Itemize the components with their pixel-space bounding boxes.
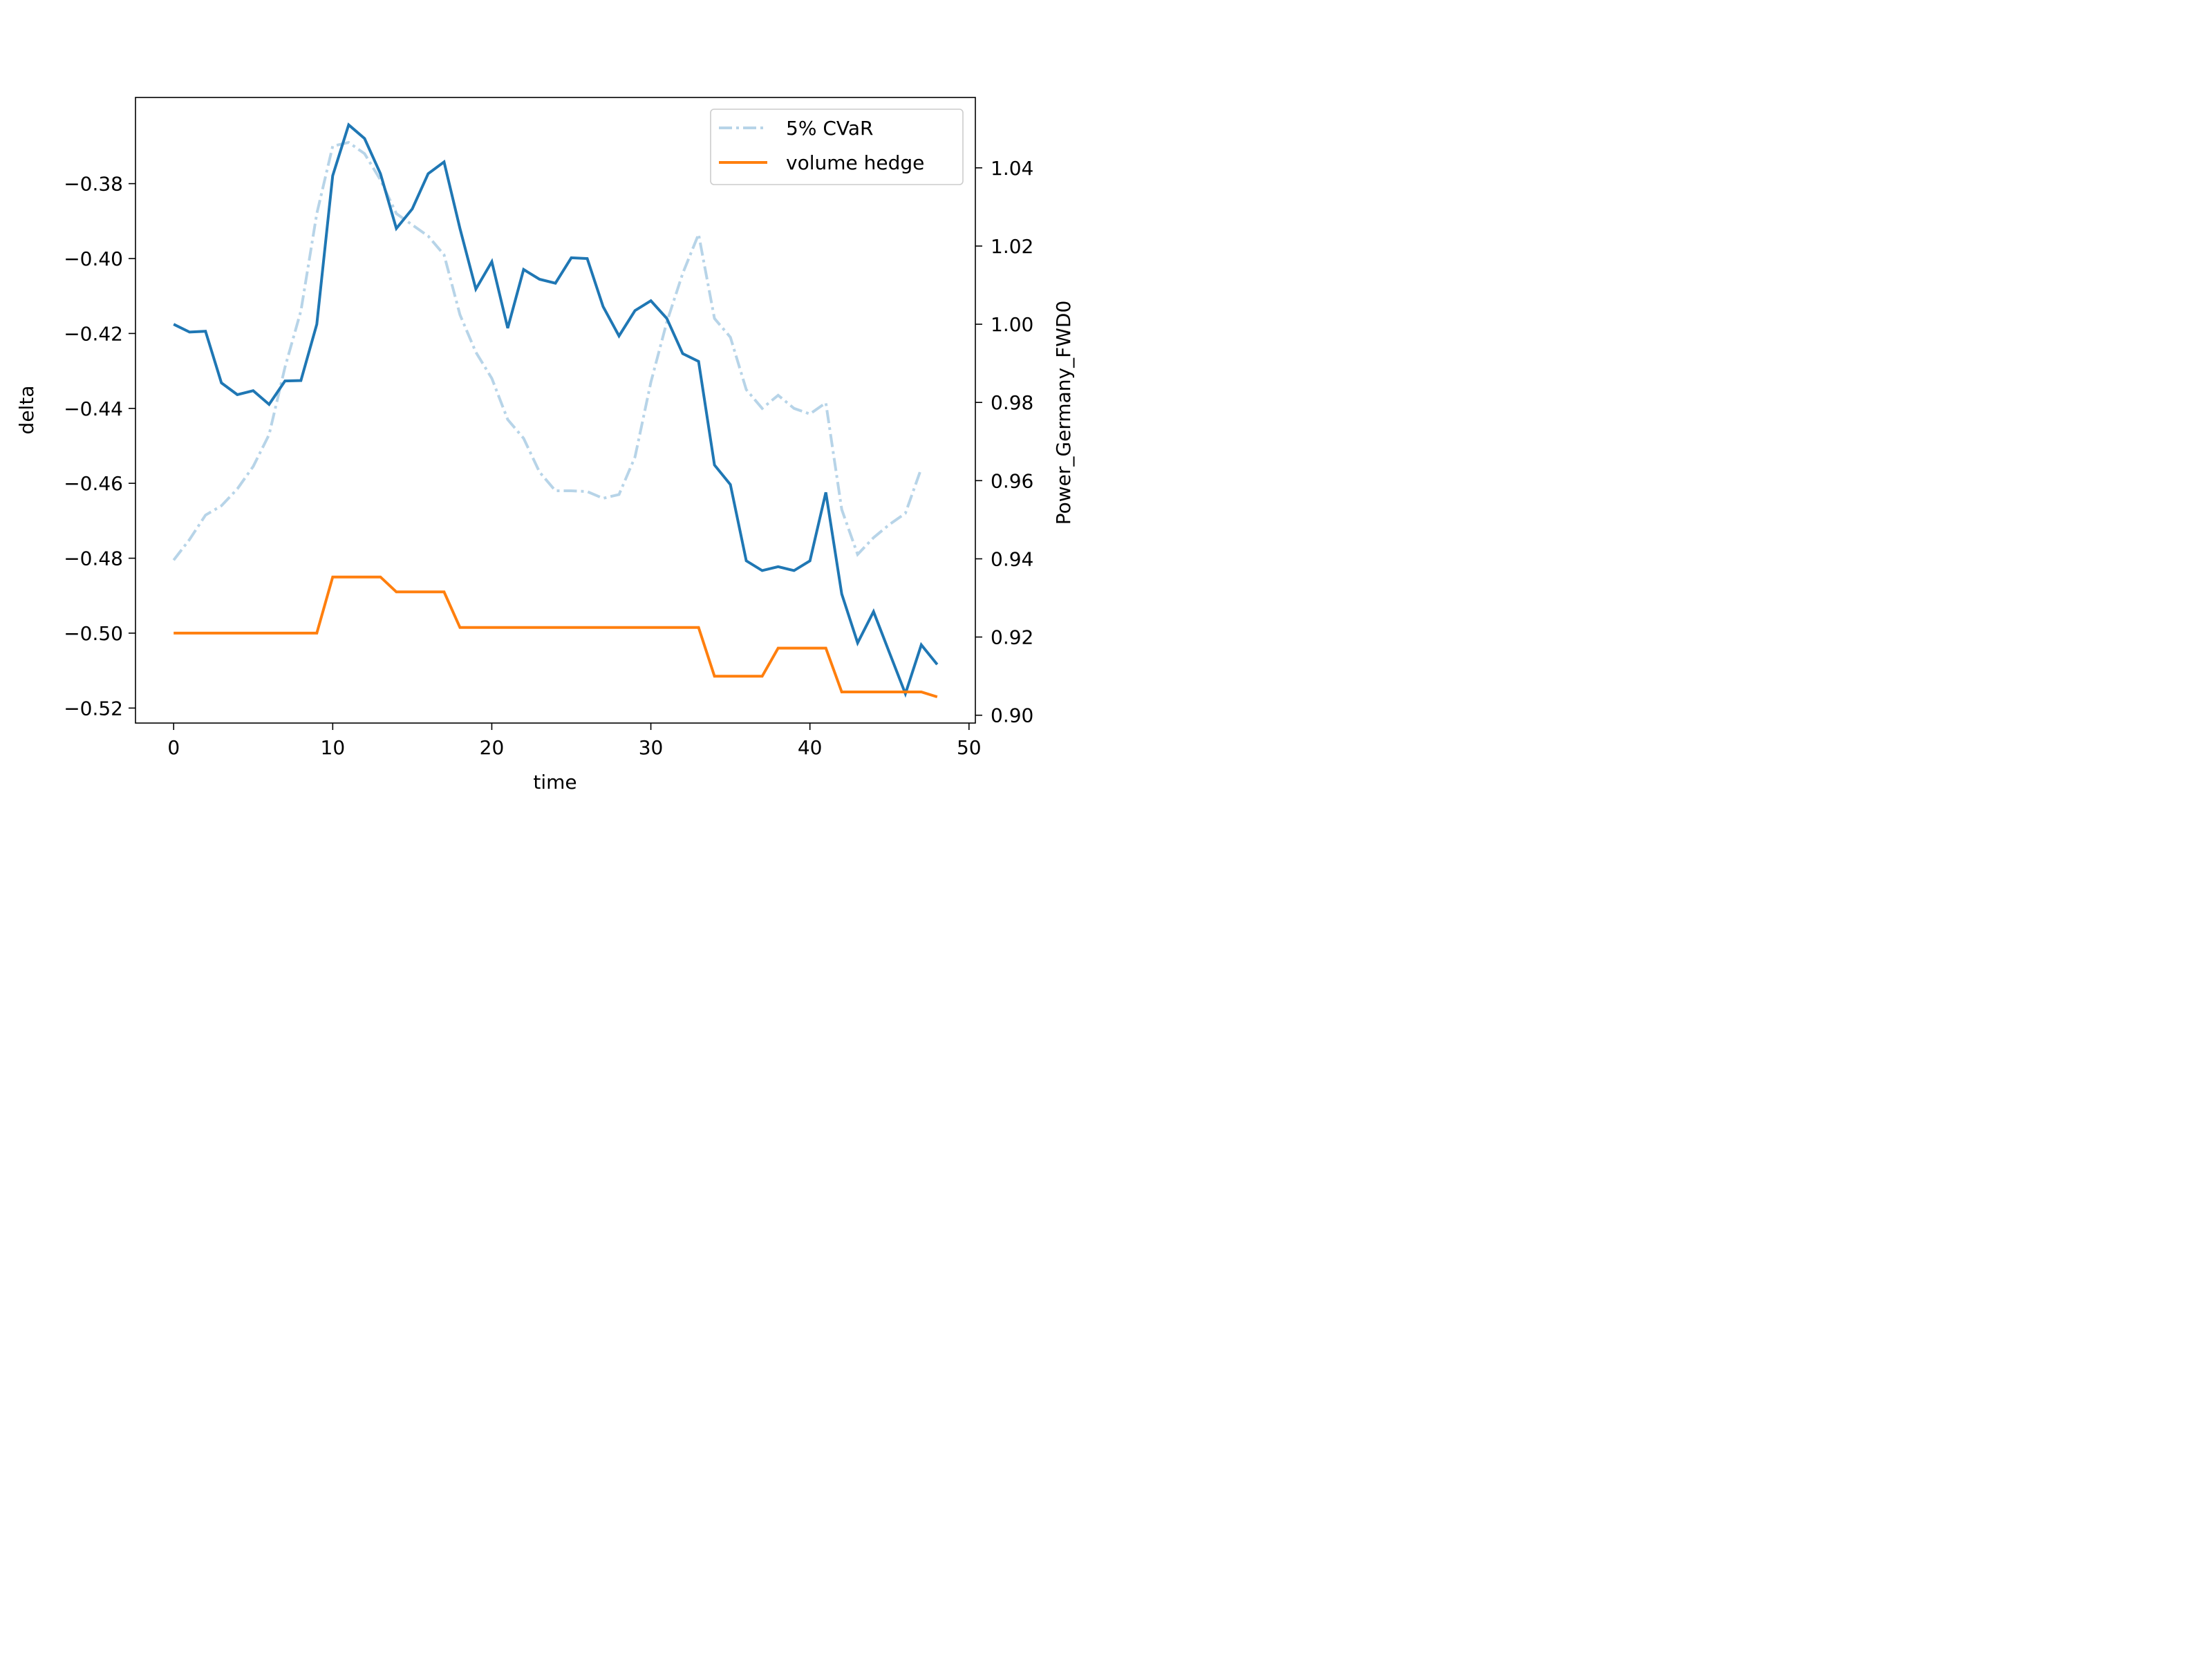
y-right-tick-label: 0.90	[991, 704, 1033, 727]
series-line-1	[173, 122, 939, 698]
y-left-tick-label: −0.48	[64, 547, 123, 570]
series-line-0	[172, 140, 923, 561]
x-tick-label: 30	[639, 736, 664, 759]
x-tick-label: 40	[798, 736, 823, 759]
y-left-tick-label: −0.42	[64, 322, 123, 345]
y-axis-left-title: delta	[15, 386, 38, 435]
y-right-tick-label: 1.00	[991, 313, 1033, 336]
y-left-tick-label: −0.46	[64, 472, 123, 495]
legend: 5% CVaR volume hedge	[710, 109, 964, 185]
y-left-tick-label: −0.40	[64, 247, 123, 270]
y-right-tick-label: 0.96	[991, 469, 1033, 492]
x-tick-label: 50	[957, 736, 982, 759]
legend-label-cvar: 5% CVaR	[786, 117, 873, 140]
y-right-tick-label: 0.98	[991, 391, 1033, 414]
x-tick-label: 20	[480, 736, 505, 759]
y-axis-right-title: Power_Germany_FWD0	[1052, 301, 1075, 525]
y-left-tick-label: −0.52	[64, 697, 123, 720]
y-left-tick-label: −0.38	[64, 173, 123, 196]
legend-box	[710, 109, 964, 185]
x-axis: 0 10 20 30 40 50	[167, 723, 982, 759]
y-left-tick-label: −0.44	[64, 397, 123, 420]
x-tick-label: 0	[167, 736, 180, 759]
y-right-tick-label: 1.02	[991, 235, 1033, 258]
x-axis-title: time	[533, 771, 577, 794]
y-axis-left: −0.38 −0.40 −0.42 −0.44 −0.46 −0.48 −0.50 −0.52	[64, 173, 135, 720]
y-right-tick-label: 1.04	[991, 157, 1033, 180]
series-line-2	[174, 575, 938, 699]
y-right-tick-label: 0.92	[991, 626, 1033, 649]
series-layer	[172, 122, 939, 699]
y-right-tick-label: 0.94	[991, 547, 1033, 570]
chart: 0 10 20 30 40 50 −0.38−0.40−0.42−0.44−0.46−0.…	[0, 0, 1084, 813]
legend-label-volume-hedge: volume hedge	[786, 151, 924, 174]
y-left-tick-label: −0.50	[64, 622, 123, 645]
x-tick-label: 10	[321, 736, 346, 759]
plot-frame	[135, 97, 976, 724]
y-axis-right: 1.04 1.02 1.00 0.98 0.96 0.94 0.92 0.90	[975, 157, 1033, 727]
